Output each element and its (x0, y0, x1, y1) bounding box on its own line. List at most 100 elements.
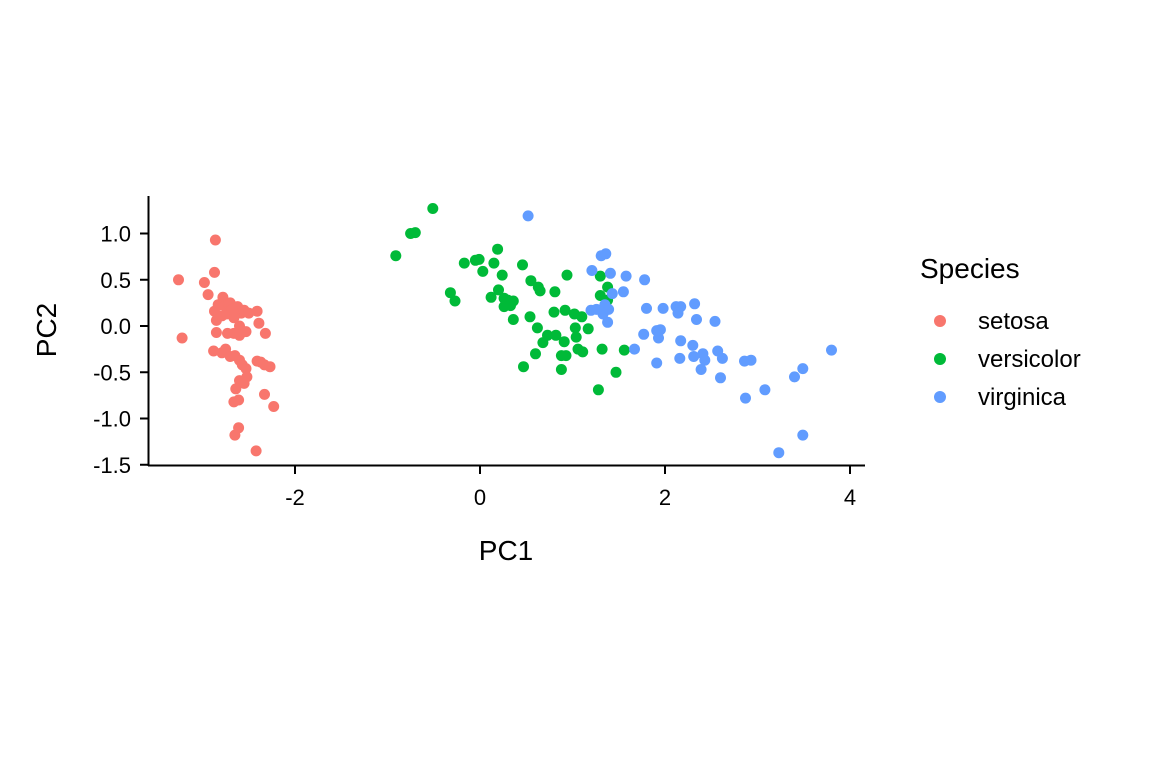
legend-label-versicolor: versicolor (978, 346, 1081, 373)
point-versicolor (592, 384, 604, 396)
point-versicolor (596, 343, 608, 355)
point-setosa (209, 266, 220, 278)
point-virginica (657, 302, 669, 314)
point-virginica (797, 363, 809, 375)
legend-label-setosa: setosa (978, 308, 1049, 335)
point-versicolor (477, 265, 489, 277)
point-versicolor (496, 269, 508, 281)
point-virginica (716, 352, 728, 364)
y-tick-label: -1.5 (93, 453, 131, 478)
point-virginica (709, 315, 721, 327)
point-setosa (240, 326, 252, 338)
point-virginica (629, 343, 640, 355)
point-virginica (688, 351, 700, 362)
point-virginica (617, 286, 629, 298)
point-virginica (699, 354, 711, 366)
x-tick-label: -2 (285, 485, 305, 510)
point-virginica (797, 429, 809, 441)
point-versicolor (507, 314, 519, 325)
point-virginica (789, 371, 800, 383)
legend-key-virginica (934, 391, 946, 403)
point-versicolor (555, 364, 567, 375)
point-versicolor (525, 275, 537, 287)
point-virginica (689, 298, 701, 310)
point-setosa (229, 429, 241, 441)
point-virginica (687, 339, 699, 351)
point-versicolor (409, 227, 421, 239)
point-setosa (238, 377, 250, 389)
point-setosa (210, 327, 222, 338)
point-versicolor (560, 350, 572, 362)
x-tick-label: 0 (474, 485, 486, 510)
point-versicolor (485, 291, 497, 303)
point-virginica (826, 344, 837, 356)
point-setosa (176, 332, 188, 344)
point-virginica (603, 303, 615, 315)
point-versicolor (444, 287, 456, 299)
legend: Species setosa versicolor virginica (920, 253, 1081, 411)
point-virginica (522, 210, 534, 222)
point-versicolor (492, 243, 504, 255)
point-setosa (243, 307, 255, 319)
point-virginica (674, 352, 686, 364)
point-setosa (268, 401, 280, 412)
point-setosa (228, 312, 240, 324)
point-versicolor (594, 270, 606, 282)
point-versicolor (530, 348, 541, 360)
point-versicolor (390, 250, 402, 262)
point-versicolor (427, 203, 439, 214)
point-versicolor (561, 269, 573, 281)
point-virginica (604, 267, 616, 279)
point-versicolor (488, 257, 500, 269)
y-axis-title: PC2 (31, 303, 62, 357)
y-tick-label: -1.0 (93, 407, 131, 432)
point-virginica (638, 328, 650, 340)
point-virginica (773, 447, 785, 459)
point-versicolor (559, 304, 571, 316)
point-setosa (198, 277, 210, 288)
point-versicolor (577, 346, 589, 358)
point-versicolor (618, 344, 630, 356)
point-versicolor (531, 322, 543, 334)
point-versicolor (458, 257, 470, 269)
point-setosa (259, 388, 270, 400)
point-versicolor (524, 311, 536, 323)
point-setosa (264, 361, 276, 373)
y-axis-ticks: 1.0 0.5 0.0 -0.5 -1.0 -1.5 (93, 222, 148, 478)
point-setosa (208, 345, 220, 357)
point-virginica (602, 316, 614, 328)
legend-label-virginica: virginica (978, 384, 1067, 411)
series-virginica (522, 210, 837, 459)
point-virginica (695, 364, 707, 375)
plot-points (173, 203, 837, 459)
x-axis-title: PC1 (479, 535, 533, 566)
point-virginica (654, 324, 666, 336)
point-setosa (251, 355, 263, 367)
point-virginica (715, 372, 726, 384)
point-setosa (251, 305, 263, 317)
point-setosa (250, 445, 262, 457)
x-tick-label: 4 (844, 485, 856, 510)
point-versicolor (582, 323, 594, 335)
point-versicolor (505, 300, 516, 312)
point-setosa (209, 234, 221, 246)
point-versicolor (570, 331, 582, 343)
point-virginica (672, 307, 684, 319)
point-virginica (651, 357, 663, 369)
y-tick-label: -0.5 (93, 360, 131, 385)
point-virginica (653, 332, 664, 344)
point-versicolor (569, 322, 581, 334)
point-virginica (591, 303, 602, 315)
point-versicolor (449, 295, 461, 307)
point-versicolor (473, 253, 485, 265)
point-versicolor (517, 259, 528, 271)
point-virginica (586, 265, 598, 276)
point-setosa (230, 383, 242, 395)
point-setosa (173, 274, 184, 286)
series-setosa (173, 234, 280, 457)
point-virginica (759, 384, 771, 396)
x-axis-ticks: -2 0 2 4 (285, 466, 856, 510)
point-virginica (745, 354, 757, 366)
legend-key-versicolor (934, 353, 946, 365)
